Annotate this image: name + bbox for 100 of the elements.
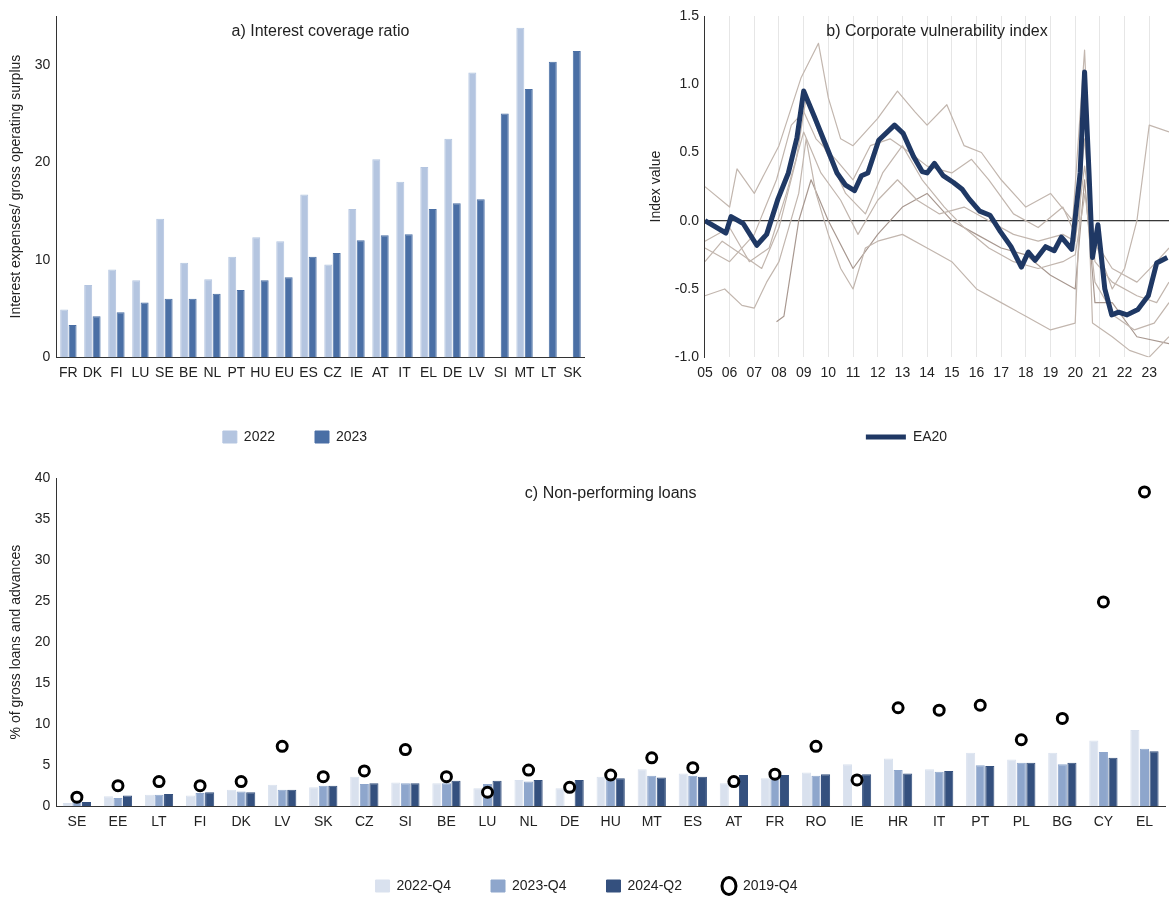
x-tick-label: IT [932,813,946,830]
y-tick-label: 35 [34,509,51,526]
x-tick-label: CZ [323,364,343,381]
x-tick-label: SK [313,813,334,830]
bar [1007,759,1017,807]
x-tick-label: HR [887,813,909,830]
bar [697,776,707,807]
chart-title: c) Non-performing loans [524,484,697,502]
bar [1016,762,1026,807]
x-tick-label: AT [372,364,390,381]
y-tick-label: -1.0 [674,348,700,365]
bar [1139,748,1150,807]
point [645,751,659,765]
x-tick-label: FI [110,364,123,381]
bar [572,51,581,358]
x-tick-label: SK [563,364,583,381]
bar [324,264,333,358]
bar [574,779,584,807]
point [152,775,166,789]
bar [811,775,821,807]
x-tick-label: 08 [771,364,787,381]
bar [451,780,461,807]
x-tick-label: 23 [1141,364,1158,381]
bar [883,758,894,807]
x-tick-label: 22 [1116,364,1133,381]
x-tick-label: 06 [721,364,738,381]
point [1096,595,1110,609]
bar [348,209,357,358]
bar [284,277,293,358]
point [111,779,125,793]
x-tick-label: FR [59,364,78,381]
bar [903,773,913,807]
bar [380,235,389,358]
y-tick-label: 15 [34,673,51,690]
x-tick-label: SI [493,364,508,381]
x-tick-label: 19 [1042,364,1059,381]
x-tick-label: 12 [869,364,886,381]
x-tick-label: IE [850,813,864,830]
bar [356,240,365,358]
bar [332,252,341,358]
x-tick-label: LV [468,364,486,381]
point [850,773,864,787]
bar [204,279,213,358]
point [1055,711,1069,725]
bar [1067,762,1077,807]
x-tick-label: FI [193,813,207,830]
y-tick-label: 1.0 [679,75,700,92]
bar [934,771,944,807]
x-tick-label: BE [437,813,456,830]
x-tick-label: IT [398,364,412,381]
x-tick-label: 05 [697,364,713,381]
bar [410,783,420,807]
x-tick-label: EE [108,813,128,830]
bar [637,769,647,807]
y-tick-label: 10 [34,715,51,732]
bar [432,783,442,807]
point [809,739,823,753]
x-tick-label: ES [299,364,318,381]
y-axis-title: Index value [647,150,664,223]
point [768,767,782,781]
bar [444,138,453,358]
bar [287,789,297,807]
y-tick-label: 5 [42,756,51,773]
point [1137,485,1151,499]
bar [81,802,92,807]
x-tick-label: DE [559,813,580,830]
legend-label: 2022 [243,427,276,444]
x-tick-label: 18 [1018,364,1034,381]
bar [801,772,811,807]
bar [452,203,461,358]
bar [524,781,534,807]
x-tick-label: DK [82,364,103,381]
bar [359,784,369,807]
point [686,761,700,775]
bar [985,766,995,807]
point [604,768,618,782]
x-tick-label: 15 [943,364,960,381]
bar [842,764,853,807]
y-tick-label: -0.5 [674,279,700,296]
bar [309,787,319,807]
bar [779,775,790,807]
x-tick-label: EU [274,364,295,381]
y-tick-label: 20 [34,153,51,170]
bar [468,72,477,358]
x-tick-label: 10 [820,364,837,381]
x-tick-label: 14 [919,364,936,381]
x-tick-label: ES [683,813,703,830]
x-tick-label: LU [131,364,150,381]
bar [441,783,451,807]
bar [164,298,173,358]
bar [516,27,525,358]
bar [821,774,831,807]
bar [277,789,287,807]
y-axis-title: % of gross loans and advances [7,544,24,740]
x-tick-label: 11 [845,364,861,381]
bar [473,788,483,807]
x-tick-label: LU [478,813,497,830]
x-tick-label: 16 [968,364,985,381]
bar [391,782,401,807]
bar [548,61,557,358]
